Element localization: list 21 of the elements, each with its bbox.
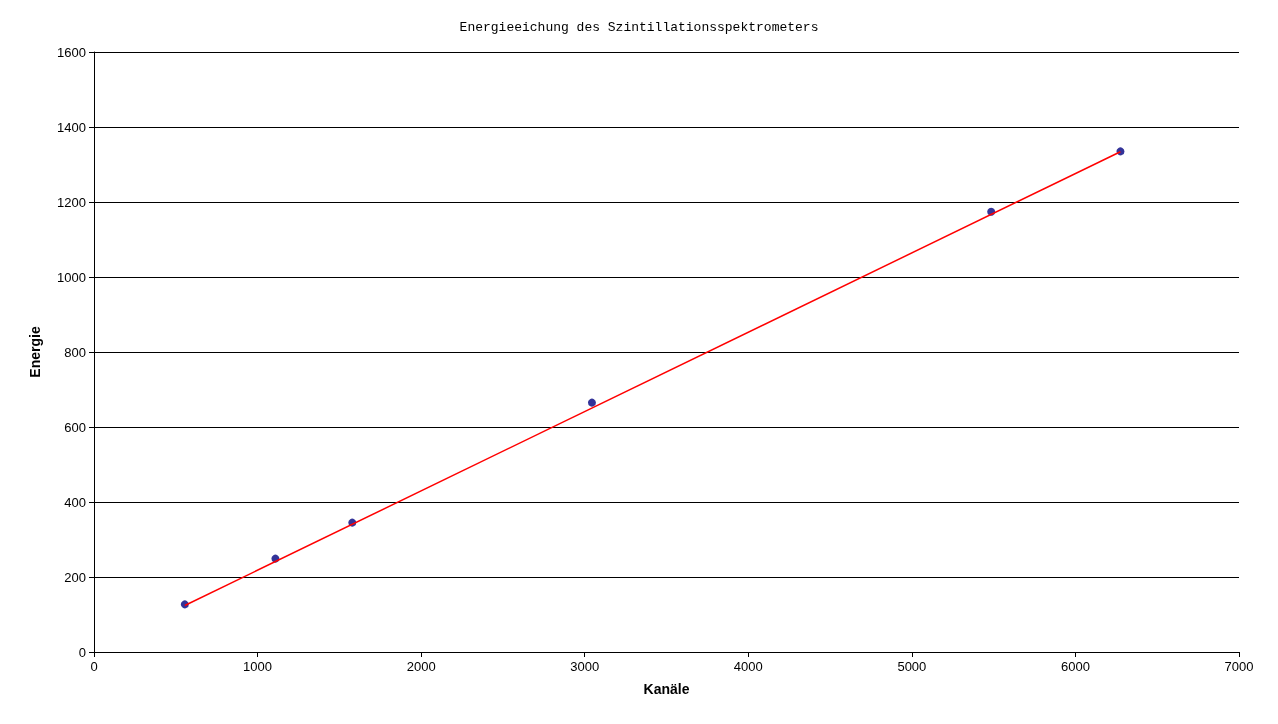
x-tick-label: 4000: [733, 659, 763, 674]
x-tick-label: 6000: [1060, 659, 1090, 674]
y-tick-label: 1400: [57, 119, 86, 135]
x-tick-label: 1000: [243, 659, 273, 674]
x-tick-label: 3000: [570, 659, 600, 674]
y-tick-label: 1200: [57, 194, 86, 210]
x-axis-title: Kanäle: [643, 681, 690, 697]
x-tick-label: 7000: [1224, 659, 1254, 674]
y-tick-label: 1600: [57, 44, 86, 60]
y-tick-label: 600: [64, 419, 86, 435]
x-tick-label: 5000: [897, 659, 927, 674]
y-tick-label: 1000: [57, 269, 86, 285]
point: [587, 398, 596, 407]
chart-title: Energieeichung des Szintillationsspektrometers: [459, 20, 819, 35]
y-tick-label: 0: [78, 644, 86, 660]
y-tick-label: 800: [64, 344, 86, 360]
y-tick-label: 200: [64, 569, 86, 585]
y-axis-title: Energie: [27, 326, 43, 378]
x-tick-label: 2000: [406, 659, 436, 674]
x-tick-label: 0: [90, 659, 98, 674]
y-tick-label: 400: [64, 494, 86, 510]
